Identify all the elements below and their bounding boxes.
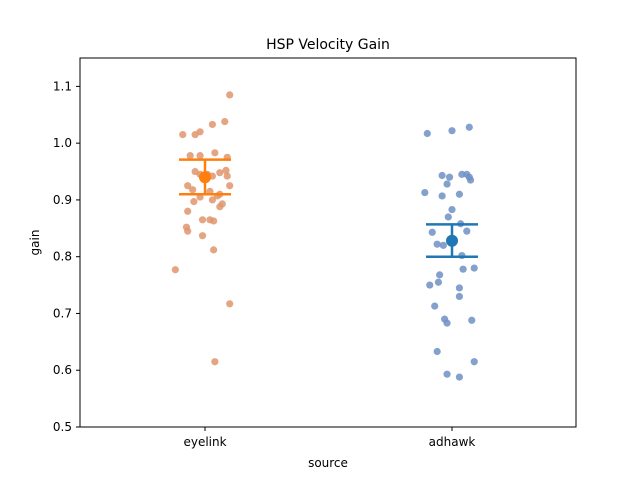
data-point-eyelink <box>191 131 199 139</box>
data-point-adhawk <box>438 171 446 180</box>
data-point-adhawk <box>455 292 464 301</box>
data-point-adhawk <box>468 316 476 324</box>
data-point-adhawk <box>438 192 446 200</box>
data-point-eyelink <box>226 300 234 308</box>
y-tick-label: 0.5 <box>53 420 72 434</box>
data-point-eyelink <box>216 169 224 177</box>
data-point-adhawk <box>470 358 478 366</box>
data-point-adhawk <box>445 173 454 181</box>
data-point-eyelink <box>184 207 192 215</box>
data-point-adhawk <box>444 213 452 221</box>
data-point-eyelink <box>198 216 207 224</box>
data-point-eyelink <box>208 196 217 204</box>
data-point-eyelink <box>222 166 230 175</box>
data-point-adhawk <box>470 264 478 272</box>
data-point-adhawk <box>466 176 475 184</box>
x-tick-label-eyelink: eyelink <box>183 435 226 449</box>
data-point-eyelink <box>208 120 217 129</box>
data-point-eyelink <box>190 198 198 206</box>
data-point-eyelink <box>223 172 231 180</box>
chart-title: HSP Velocity Gain <box>266 37 390 53</box>
data-point-eyelink <box>216 203 224 211</box>
data-point-eyelink <box>226 91 234 99</box>
data-point-adhawk <box>433 240 441 248</box>
x-axis: eyelink adhawk <box>183 427 475 449</box>
data-point-adhawk <box>433 347 441 356</box>
data-point-eyelink <box>211 358 219 366</box>
mean-marker-adhawk <box>446 234 458 247</box>
data-point-eyelink <box>221 117 229 126</box>
data-point-eyelink <box>226 182 234 190</box>
data-point-eyelink <box>198 232 207 240</box>
data-point-eyelink <box>184 182 192 190</box>
y-tick-label: 0.7 <box>53 306 72 320</box>
data-point-adhawk <box>443 370 451 378</box>
data-point-adhawk <box>455 190 464 198</box>
y-tick-label: 1.0 <box>53 136 72 150</box>
data-point-adhawk <box>431 302 439 310</box>
data-point-eyelink <box>210 246 218 254</box>
plot-area: 0.5 0.6 0.7 0.8 0.9 1.0 1.1 eyelink adhawk <box>53 57 577 449</box>
axes-frame <box>79 57 577 428</box>
y-tick-label: 0.6 <box>53 363 72 377</box>
data-point-adhawk <box>455 284 464 292</box>
data-points <box>171 91 478 381</box>
x-tick-label-adhawk: adhawk <box>429 435 476 449</box>
data-point-eyelink <box>184 227 192 235</box>
data-point-adhawk <box>443 319 451 327</box>
data-point-adhawk <box>436 271 444 279</box>
data-point-eyelink <box>196 152 204 160</box>
data-point-eyelink <box>189 186 197 194</box>
data-point-adhawk <box>455 373 464 381</box>
data-point-adhawk <box>439 241 447 249</box>
x-axis-label: source <box>308 456 348 470</box>
data-point-adhawk <box>459 265 467 273</box>
data-point-eyelink <box>186 152 194 160</box>
data-point-adhawk <box>434 278 443 286</box>
y-tick-label: 0.9 <box>53 193 72 207</box>
data-point-eyelink <box>171 266 179 274</box>
data-point-eyelink <box>210 217 218 225</box>
y-tick-label: 1.1 <box>53 79 72 93</box>
data-point-adhawk <box>465 123 473 131</box>
y-axis-label: gain <box>28 230 42 256</box>
data-point-adhawk <box>443 180 451 188</box>
data-point-eyelink <box>211 149 219 157</box>
data-point-adhawk <box>458 170 466 178</box>
data-point-adhawk <box>426 281 434 289</box>
mean-ci-markers <box>179 158 478 258</box>
y-tick-label: 0.8 <box>53 250 72 264</box>
data-point-adhawk <box>428 228 436 236</box>
data-point-adhawk <box>421 188 429 197</box>
data-point-adhawk <box>423 129 431 138</box>
data-point-eyelink <box>179 131 187 139</box>
data-point-adhawk <box>448 127 456 135</box>
data-point-adhawk <box>463 227 471 235</box>
mean-marker-eyelink <box>199 171 211 184</box>
data-point-adhawk <box>448 205 456 214</box>
y-axis: 0.5 0.6 0.7 0.8 0.9 1.0 1.1 <box>53 79 80 434</box>
